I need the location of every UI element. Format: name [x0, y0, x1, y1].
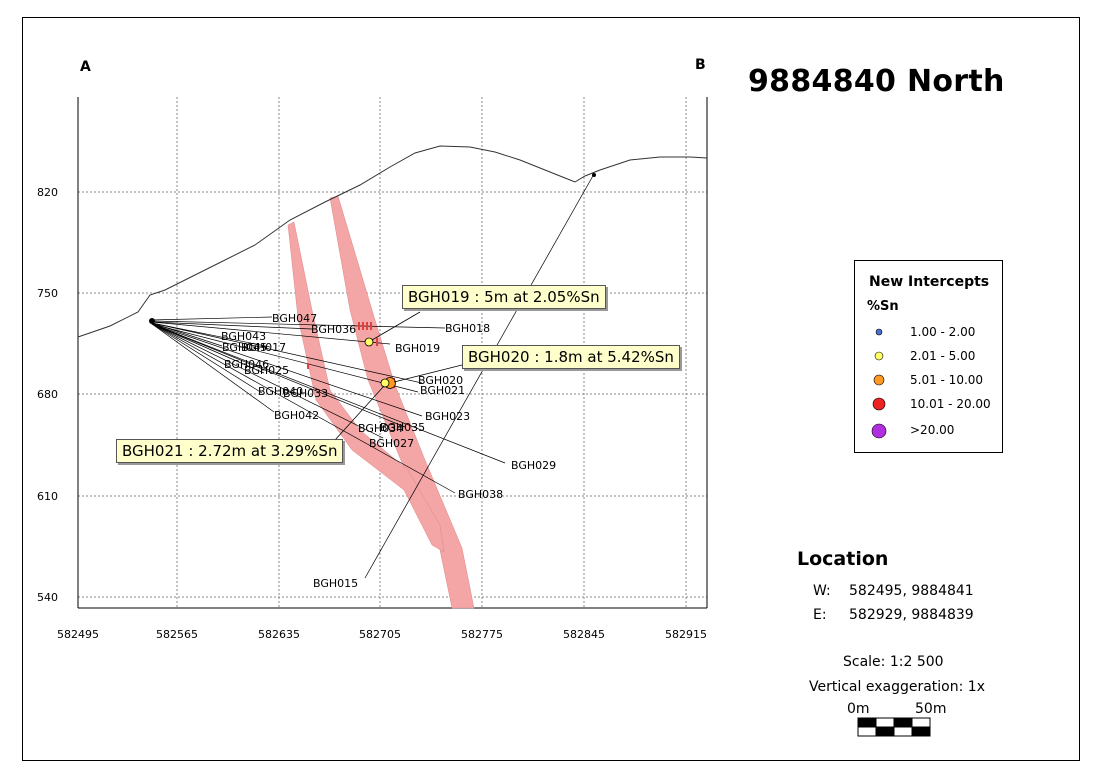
drillhole-label: BGH047	[272, 312, 317, 325]
legend-title: New Intercepts	[869, 274, 990, 290]
drillhole-label: BGH027	[369, 437, 414, 450]
y-tick-label: 820	[37, 186, 58, 199]
collar-main	[149, 318, 155, 324]
drillhole-label: BGH042	[274, 409, 319, 422]
legend-swatch	[871, 423, 887, 439]
x-tick-label: 582565	[156, 628, 198, 641]
legend-item: 10.01 - 20.00	[867, 395, 997, 415]
topography-line	[77, 145, 708, 338]
location-w-label: W:	[813, 583, 831, 599]
location-e-value: 582929, 9884839	[849, 607, 974, 623]
callout-leaders	[334, 311, 463, 441]
drillhole-label: BGH043	[221, 330, 266, 343]
legend-item: 1.00 - 2.00	[867, 323, 997, 343]
callout-bgh019: BGH019 : 5m at 2.05%Sn	[402, 285, 606, 309]
location-w-value: 582495, 9884841	[849, 583, 974, 599]
drillhole-label: BGH025	[244, 364, 289, 377]
drillhole-label: BGH023	[425, 410, 470, 423]
drillhole-label: BGH033	[283, 387, 328, 400]
legend: New Intercepts %Sn 1.00 - 2.00 2.01 - 5.…	[854, 260, 1003, 453]
section-title: 9884840 North	[748, 64, 1005, 99]
drillhole-label: BGH036	[311, 323, 356, 336]
drillhole-label: BGH029	[511, 459, 556, 472]
y-tick-label: 680	[37, 388, 58, 401]
collar-bgh015	[592, 173, 596, 177]
legend-item: 2.01 - 5.00	[867, 347, 997, 367]
scale-bar-start: 0m	[847, 701, 870, 717]
vein-zones	[287, 195, 475, 609]
drillhole-label: BGH038	[458, 488, 503, 501]
legend-swatch	[872, 397, 886, 411]
y-tick-label: 750	[37, 287, 58, 300]
drillhole-label: BGH015	[313, 577, 358, 590]
drillhole-label: BGH035	[380, 421, 425, 434]
map-frame	[22, 17, 1080, 761]
drillhole-traces	[149, 173, 595, 579]
scale-bar	[857, 717, 931, 737]
drillhole-label: BGH046	[224, 358, 269, 371]
legend-item: >20.00	[867, 421, 997, 441]
legend-label: 10.01 - 20.00	[910, 397, 991, 411]
scale-bar-end: 50m	[915, 701, 947, 717]
legend-label: 1.00 - 2.00	[910, 325, 976, 339]
x-tick-label: 582845	[563, 628, 605, 641]
x-tick-label: 582775	[461, 628, 503, 641]
legend-label: 5.01 - 10.00	[910, 373, 984, 387]
location-title: Location	[797, 548, 889, 570]
y-tick-label: 610	[37, 490, 58, 503]
x-tick-label: 582705	[359, 628, 401, 641]
drillhole-label: BGH019	[395, 342, 440, 355]
legend-subtitle: %Sn	[867, 299, 899, 314]
drillhole-label: BGH020	[418, 374, 463, 387]
drillhole-label: BGH021	[420, 384, 465, 397]
section-end-a: A	[80, 59, 91, 75]
legend-swatch	[874, 351, 884, 361]
drillhole-label: BGH034	[358, 422, 403, 435]
drillhole-label: BGH018	[445, 322, 490, 335]
x-tick-label: 582635	[258, 628, 300, 641]
callout-bgh021: BGH021 : 2.72m at 3.29%Sn	[116, 439, 344, 463]
legend-label: 2.01 - 5.00	[910, 349, 976, 363]
x-tick-label: 582495	[57, 628, 99, 641]
intercept-bgh019[interactable]	[364, 337, 374, 347]
x-tick-label: 582915	[665, 628, 707, 641]
legend-item: 5.01 - 10.00	[867, 371, 997, 391]
callout-bgh020: BGH020 : 1.8m at 5.42%Sn	[462, 345, 680, 369]
drillhole-label: BGH045	[222, 341, 267, 354]
legend-swatch	[873, 374, 885, 386]
location-e-label: E:	[813, 607, 827, 623]
location-east: E: 582929, 9884839	[813, 607, 974, 623]
section-end-b: B	[695, 57, 706, 73]
scale-text: Scale: 1:2 500	[843, 654, 944, 670]
location-west: W: 582495, 9884841	[813, 583, 974, 599]
drillhole-label: BGH040	[258, 385, 303, 398]
legend-label: >20.00	[910, 423, 955, 437]
intercept-bgh021[interactable]	[380, 378, 390, 388]
vertical-exaggeration: Vertical exaggeration: 1x	[809, 679, 985, 695]
legend-swatch	[875, 328, 883, 336]
drillhole-label: BGH017	[241, 341, 286, 354]
y-tick-label: 540	[37, 591, 58, 604]
